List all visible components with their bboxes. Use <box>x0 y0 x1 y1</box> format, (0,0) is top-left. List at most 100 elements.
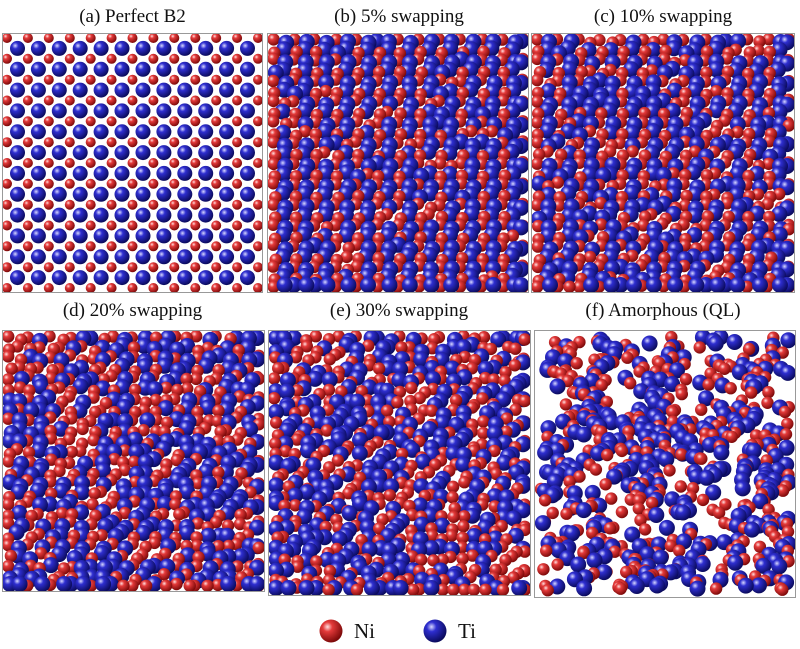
ni-atom <box>148 178 159 189</box>
ti-atom <box>780 332 796 349</box>
ni-atom <box>43 95 54 106</box>
ni-atom <box>190 199 201 210</box>
ti-atom <box>319 277 336 293</box>
ti-atom <box>10 82 25 98</box>
ni-atom <box>762 33 775 46</box>
ni-atom <box>232 178 243 189</box>
ni-atom <box>724 382 737 395</box>
ni-atom <box>2 350 15 363</box>
ni-atom <box>455 156 468 170</box>
ni-atom <box>267 177 280 190</box>
ni-atom <box>548 336 562 349</box>
ti-atom <box>93 165 109 181</box>
ti-atom <box>240 82 255 98</box>
ni-atom <box>2 330 15 343</box>
ti-atom <box>72 103 88 119</box>
ti-atom <box>198 207 214 223</box>
ti-atom <box>240 145 255 161</box>
ti-atom <box>114 40 130 56</box>
ni-atom <box>2 262 12 273</box>
ni-atom <box>211 53 222 64</box>
ni-atom <box>170 453 183 467</box>
ni-atom <box>106 33 117 43</box>
ni-atom <box>531 33 544 46</box>
ni-atom <box>267 157 280 171</box>
ni-atom <box>64 137 75 148</box>
ni-atom <box>211 241 222 252</box>
ni-atom <box>232 220 243 231</box>
ti-atom <box>177 186 193 202</box>
ni-atom <box>64 262 75 273</box>
ti-atom <box>575 502 592 519</box>
ni-atom <box>2 137 12 148</box>
ni-atom <box>696 493 710 507</box>
ni-atom <box>267 74 280 88</box>
ni-atom <box>762 157 775 170</box>
ti-atom <box>177 82 193 98</box>
ni-atom <box>531 157 544 170</box>
ti-atom-icon <box>423 619 447 643</box>
ti-atom <box>771 226 788 243</box>
ni-atom <box>253 137 263 148</box>
ni-atom <box>700 66 713 79</box>
ni-atom <box>211 137 222 148</box>
ti-atom <box>56 576 73 592</box>
ti-atom <box>156 61 172 77</box>
ti-atom <box>698 469 715 486</box>
ni-atom <box>749 429 763 442</box>
ti-atom <box>542 277 558 293</box>
ni-atom <box>393 385 407 399</box>
ni-atom <box>253 262 263 273</box>
ti-atom <box>583 277 600 293</box>
ni-atom <box>2 74 12 85</box>
ni-atom <box>2 560 15 573</box>
ni-atom <box>169 95 180 106</box>
ni-atom <box>211 262 222 273</box>
ti-atom <box>72 61 88 77</box>
ti-atom <box>778 439 795 456</box>
ni-atom <box>320 424 333 437</box>
ti-atom <box>219 207 235 223</box>
ni-atom <box>605 492 618 505</box>
ni-atom <box>583 250 597 264</box>
ti-atom <box>219 82 235 98</box>
cell-boundary <box>531 33 795 293</box>
ti-atom <box>240 165 255 181</box>
ni-atom <box>253 241 263 252</box>
ni-atom <box>159 579 173 592</box>
ni-atom <box>43 220 54 231</box>
ti-atom <box>726 334 743 350</box>
ni-atom <box>614 582 627 595</box>
ti-atom <box>135 61 151 77</box>
ti-atom <box>675 504 691 521</box>
ni-atom <box>2 33 12 43</box>
ni-atom <box>319 84 332 98</box>
ni-atom <box>148 262 159 273</box>
ni-atom <box>434 157 447 170</box>
ti-atom <box>268 404 284 420</box>
ti-atom <box>363 580 380 596</box>
ni-atom <box>267 94 280 108</box>
ti-atom <box>278 383 295 400</box>
ti-atom <box>10 40 25 56</box>
ni-atom <box>666 405 679 419</box>
ni-atom <box>331 454 345 467</box>
ti-atom <box>114 186 130 202</box>
ti-atom <box>30 270 46 286</box>
ni-atom <box>253 53 263 64</box>
ni-atom <box>211 283 222 293</box>
ni-atom <box>563 475 576 488</box>
ni-atom <box>310 555 323 568</box>
ni-atom <box>436 583 449 596</box>
ti-atom <box>219 145 235 161</box>
ti-atom <box>93 228 109 244</box>
ti-atom <box>114 207 130 223</box>
ti-atom <box>381 277 398 293</box>
ni-atom <box>531 260 545 274</box>
ni-atom <box>190 241 201 252</box>
ti-atom <box>392 580 409 596</box>
ni-atom <box>603 522 617 535</box>
ni-atom <box>64 158 75 168</box>
ni-atom <box>85 241 96 252</box>
ni-atom <box>615 444 629 458</box>
